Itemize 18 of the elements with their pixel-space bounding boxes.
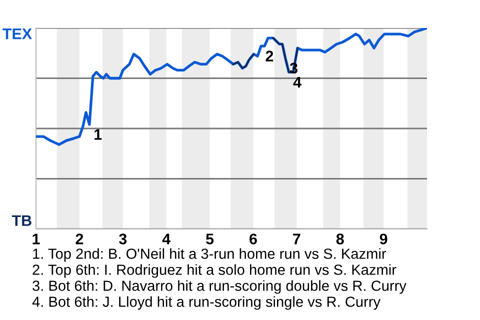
annotation: 1	[94, 129, 102, 140]
text: TEX	[2, 28, 32, 40]
x-tick-label: 5	[206, 234, 214, 244]
x-tick-label: 7	[293, 234, 300, 244]
x-tick-label: 9	[380, 234, 388, 244]
x-tick-label: 2	[76, 234, 84, 244]
text: 2. Top 6th: I. Rodriguez hit a solo home run vs S. Kazmir	[32, 264, 396, 278]
annotation: 4	[293, 76, 302, 88]
x-tick-label: 3	[118, 234, 127, 244]
x-tick-label: 4	[162, 234, 170, 244]
annotation: 2	[266, 50, 274, 62]
text: 4. Bot 6th: J. Lloyd hit a run-scoring single vs R. Curry	[32, 296, 380, 310]
text: 3. Bot 6th: D. Navarro hit a run-scoring double vs R. Curry	[32, 280, 406, 294]
x-tick-label: 1	[32, 234, 40, 244]
x-tick-label: 6	[250, 234, 257, 244]
text: TB	[12, 215, 32, 226]
x-tick-label: 8	[336, 234, 344, 244]
text: 1. Top 2nd: B. O'Neil hit a 3-run home run vs S. Kazmir	[33, 248, 386, 262]
